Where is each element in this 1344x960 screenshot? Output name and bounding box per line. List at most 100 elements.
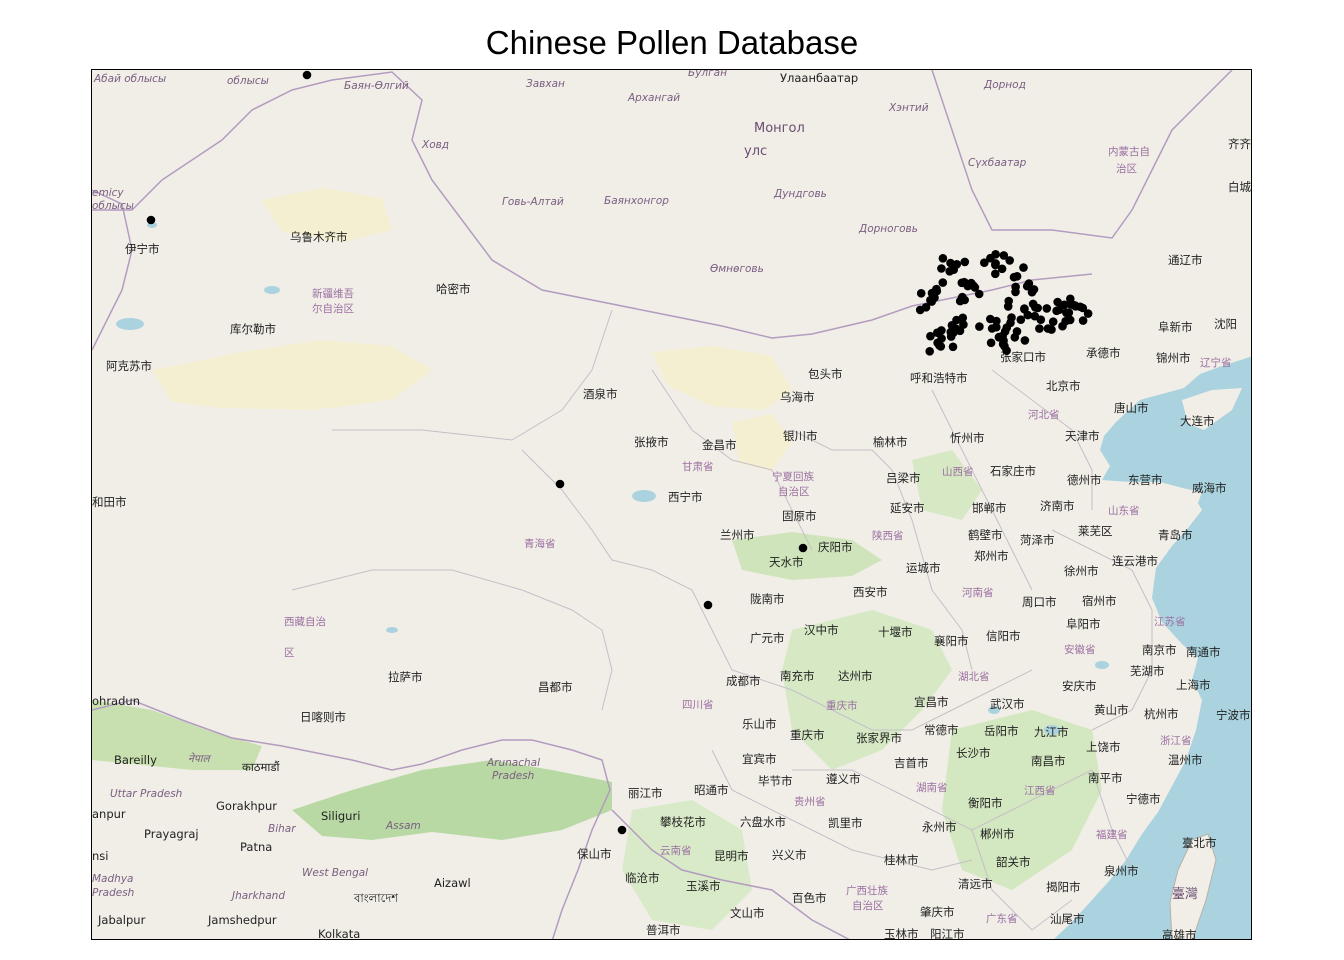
coastline <box>1132 484 1202 538</box>
pollen-site-point[interactable] <box>1010 333 1020 342</box>
pollen-site-point[interactable] <box>946 258 955 268</box>
place-label: 周口市 <box>1022 595 1057 609</box>
place-label: Uttar Pradesh <box>110 788 182 800</box>
pollen-site-point[interactable] <box>1016 315 1026 324</box>
pollen-site-point[interactable] <box>992 316 1001 326</box>
pollen-site-point[interactable] <box>948 342 958 352</box>
pollen-site-point[interactable] <box>997 264 1007 274</box>
pollen-site-point[interactable] <box>1002 323 1012 332</box>
pollen-site-point[interactable] <box>555 479 565 489</box>
pollen-site-point[interactable] <box>1030 311 1040 321</box>
place-label: 西宁市 <box>668 490 703 504</box>
pollen-site-point[interactable] <box>1078 316 1088 325</box>
pollen-site-point[interactable] <box>926 331 935 341</box>
pollen-site-point[interactable] <box>1048 317 1058 326</box>
pollen-site-point[interactable] <box>1065 315 1075 325</box>
pollen-site-point[interactable] <box>1042 304 1052 313</box>
pollen-site-point[interactable] <box>1043 324 1053 333</box>
place-label: 毕节市 <box>758 774 793 788</box>
pollen-site-point[interactable] <box>798 543 808 553</box>
pollen-site-point[interactable] <box>1035 324 1044 333</box>
place-label: 文山市 <box>730 906 765 920</box>
place-label: Pradesh <box>492 770 534 782</box>
pollen-site-point[interactable] <box>986 253 995 263</box>
pollen-site-point[interactable] <box>946 332 956 341</box>
pollen-site-point[interactable] <box>1019 263 1028 272</box>
pollen-site-point[interactable] <box>958 313 968 323</box>
pollen-site-point[interactable] <box>960 295 969 305</box>
pollen-site-point[interactable] <box>957 278 967 288</box>
place-label: 上饶市 <box>1086 740 1121 754</box>
pollen-site-point[interactable] <box>146 215 156 225</box>
map-panel[interactable]: Абай облысы облысы Баян-Өлгий Завхан Булган У… <box>91 69 1252 940</box>
pollen-site-point[interactable] <box>302 70 312 80</box>
pollen-site-point[interactable] <box>916 289 926 298</box>
pollen-site-point[interactable] <box>970 283 980 292</box>
pollen-site-point[interactable] <box>933 328 942 338</box>
pollen-site-point[interactable] <box>1078 303 1088 313</box>
pollen-site-point[interactable] <box>980 258 989 267</box>
pollen-site-point[interactable] <box>1023 310 1033 320</box>
pollen-site-point[interactable] <box>974 289 984 299</box>
pollen-site-point[interactable] <box>921 303 931 312</box>
pollen-site-point[interactable] <box>1005 256 1014 265</box>
pollen-site-point[interactable] <box>945 267 954 276</box>
place-label: Монгол <box>754 121 805 136</box>
place-label: 河北省 <box>1028 408 1060 421</box>
pollen-site-point[interactable] <box>932 286 942 296</box>
pollen-site-point[interactable] <box>936 342 946 351</box>
place-label: 齐齐 <box>1228 137 1251 151</box>
place-label: 杭州市 <box>1144 707 1179 721</box>
pollen-site-point[interactable] <box>703 600 713 610</box>
pollen-site-point[interactable] <box>617 825 627 835</box>
pollen-site-point[interactable] <box>975 322 984 331</box>
pollen-site-point[interactable] <box>937 264 946 273</box>
pollen-site-point[interactable] <box>1068 300 1078 310</box>
place-label: 新疆维吾 <box>312 287 354 300</box>
pollen-site-point[interactable] <box>925 347 934 356</box>
pollen-site-point[interactable] <box>986 338 996 348</box>
place-label: emicy <box>92 187 124 199</box>
pollen-site-point[interactable] <box>994 332 1004 342</box>
pollen-site-point[interactable] <box>999 251 1009 260</box>
place-label: 邯郸市 <box>972 501 1007 515</box>
pollen-site-point[interactable] <box>1031 303 1040 312</box>
pollen-site-point[interactable] <box>991 269 1000 279</box>
place-label: 郑州市 <box>974 549 1009 563</box>
pollen-site-point[interactable] <box>951 324 961 333</box>
pollen-site-point[interactable] <box>987 324 997 333</box>
place-label: nsi <box>92 849 108 863</box>
place-label: 宜宾市 <box>742 752 777 766</box>
place-label: Баянхонгор <box>604 195 669 207</box>
pollen-site-point[interactable] <box>1060 300 1069 310</box>
place-label: 张家口市 <box>1000 350 1046 364</box>
pollen-site-point[interactable] <box>991 259 1000 268</box>
pollen-site-point[interactable] <box>1058 321 1067 331</box>
pollen-site-point[interactable] <box>1004 296 1013 306</box>
pollen-site-point[interactable] <box>1064 308 1074 317</box>
pollen-site-point[interactable] <box>938 278 948 287</box>
pollen-site-point[interactable] <box>1053 297 1062 307</box>
pollen-site-point[interactable] <box>1020 336 1030 345</box>
pollen-site-point[interactable] <box>938 254 948 263</box>
place-label: 重庆市 <box>826 699 858 712</box>
place-label: 保山市 <box>577 847 612 861</box>
border-mongolia-east <box>931 70 1233 239</box>
place-label: 攀枝花市 <box>660 815 706 829</box>
place-label: 武汉市 <box>990 697 1025 711</box>
pollen-site-point[interactable] <box>1022 281 1032 291</box>
place-label: 辽宁省 <box>1200 356 1232 369</box>
pollen-site-point[interactable] <box>1083 309 1093 318</box>
pollen-site-point[interactable] <box>1011 287 1020 297</box>
place-label: 南通市 <box>1186 645 1221 659</box>
pollen-site-point[interactable] <box>1002 346 1011 355</box>
place-label: Arunachal <box>486 757 540 769</box>
place-label: 昭通市 <box>694 783 729 797</box>
place-label: 菏泽市 <box>1020 533 1055 547</box>
pollen-site-point[interactable] <box>1009 272 1019 282</box>
pollen-site-point[interactable] <box>1007 313 1016 322</box>
place-label: 阳江市 <box>930 927 965 940</box>
pollen-site-point[interactable] <box>960 257 970 267</box>
place-label: 泉州市 <box>1104 864 1139 878</box>
pollen-site-point[interactable] <box>1029 285 1039 294</box>
